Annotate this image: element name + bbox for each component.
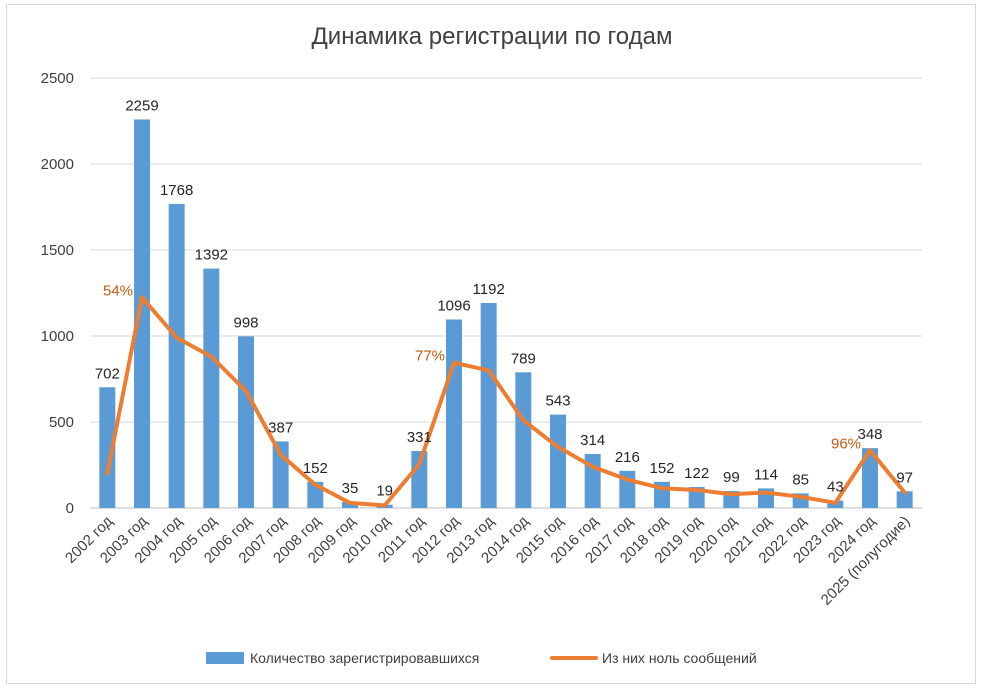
bar-value-label: 43 <box>827 479 844 496</box>
y-tick-label: 500 <box>49 414 74 431</box>
y-tick-label: 0 <box>66 500 74 517</box>
line-point <box>245 390 247 392</box>
y-tick-label: 1500 <box>41 242 74 259</box>
line-point <box>557 446 559 448</box>
bar <box>896 491 913 508</box>
bar-value-label: 35 <box>342 480 359 497</box>
percent-annotation: 54% <box>103 282 133 299</box>
bar <box>134 119 150 509</box>
bar-value-label: 348 <box>857 426 882 443</box>
line-point <box>730 493 732 495</box>
legend: Количество зарегистрировавшихся Из них н… <box>206 650 757 666</box>
bar-value-label: 152 <box>303 460 328 477</box>
bar-value-label: 387 <box>268 419 293 436</box>
percent-annotation: 77% <box>415 348 445 365</box>
bar-value-label: 216 <box>615 449 640 466</box>
line-point <box>141 296 143 298</box>
bar <box>411 451 428 508</box>
legend-label-line: Из них ноль сообщений <box>602 650 757 666</box>
line-point <box>106 473 108 475</box>
bar-value-label: 1096 <box>437 297 470 314</box>
bar-value-label: 998 <box>233 314 258 331</box>
bar <box>99 387 116 508</box>
y-tick-label: 2500 <box>41 70 74 87</box>
bar-value-label: 1768 <box>160 182 193 199</box>
legend-swatch-bars <box>206 652 244 664</box>
line-point <box>869 449 871 451</box>
bar-value-label: 97 <box>896 469 913 486</box>
line-series <box>105 295 907 508</box>
y-tick-label: 2000 <box>41 156 74 173</box>
bar-value-label: 314 <box>580 432 605 449</box>
bar-value-label: 702 <box>95 365 120 382</box>
bar <box>238 336 254 508</box>
line-point <box>592 466 594 468</box>
bar-value-label: 114 <box>754 466 778 483</box>
bar-value-label: 19 <box>376 483 393 500</box>
y-axis-ticks: 0 500 1000 1500 2000 2500 <box>41 70 74 517</box>
bar <box>446 319 462 508</box>
bar-value-label: 85 <box>792 471 809 488</box>
bar-series <box>99 119 913 509</box>
line-point <box>696 489 698 491</box>
line-point <box>661 487 663 489</box>
line-point <box>488 369 490 371</box>
line-point <box>176 337 178 339</box>
bar <box>342 501 358 508</box>
line-point <box>453 362 455 364</box>
line-point <box>765 492 767 494</box>
bar-value-label: 1192 <box>473 281 505 298</box>
line-series-path <box>105 295 907 508</box>
bar <box>480 302 497 508</box>
bar-value-label: 1392 <box>195 247 228 264</box>
bar-value-label: 99 <box>723 469 740 486</box>
percent-annotations: 54% 77% 96% <box>103 282 861 452</box>
line-point <box>522 419 524 421</box>
bar-value-label: 331 <box>407 429 432 446</box>
line-point <box>904 492 906 494</box>
bar <box>203 268 220 508</box>
line-point <box>280 454 282 456</box>
bar-value-label: 2259 <box>125 97 158 114</box>
legend-label-bars: Количество зарегистрировавшихся <box>250 650 479 666</box>
bar <box>168 203 185 509</box>
line-point <box>384 504 386 506</box>
bar <box>862 448 878 508</box>
bar <box>550 414 566 508</box>
percent-annotation: 96% <box>831 435 861 452</box>
line-point <box>314 484 316 486</box>
line-point <box>834 502 836 504</box>
bar-value-label: 152 <box>649 460 674 477</box>
bar-value-label: 122 <box>684 465 709 482</box>
y-tick-label: 1000 <box>41 328 74 345</box>
chart-title: Динамика регистрации по годам <box>312 23 673 50</box>
bar-value-label: 543 <box>545 393 570 410</box>
line-point <box>626 479 628 481</box>
line-point <box>800 496 802 498</box>
gridlines <box>90 77 922 509</box>
line-point <box>349 502 351 504</box>
line-point <box>210 356 212 358</box>
bar <box>515 372 532 508</box>
bar-value-label: 789 <box>511 350 536 367</box>
line-point <box>418 463 420 465</box>
